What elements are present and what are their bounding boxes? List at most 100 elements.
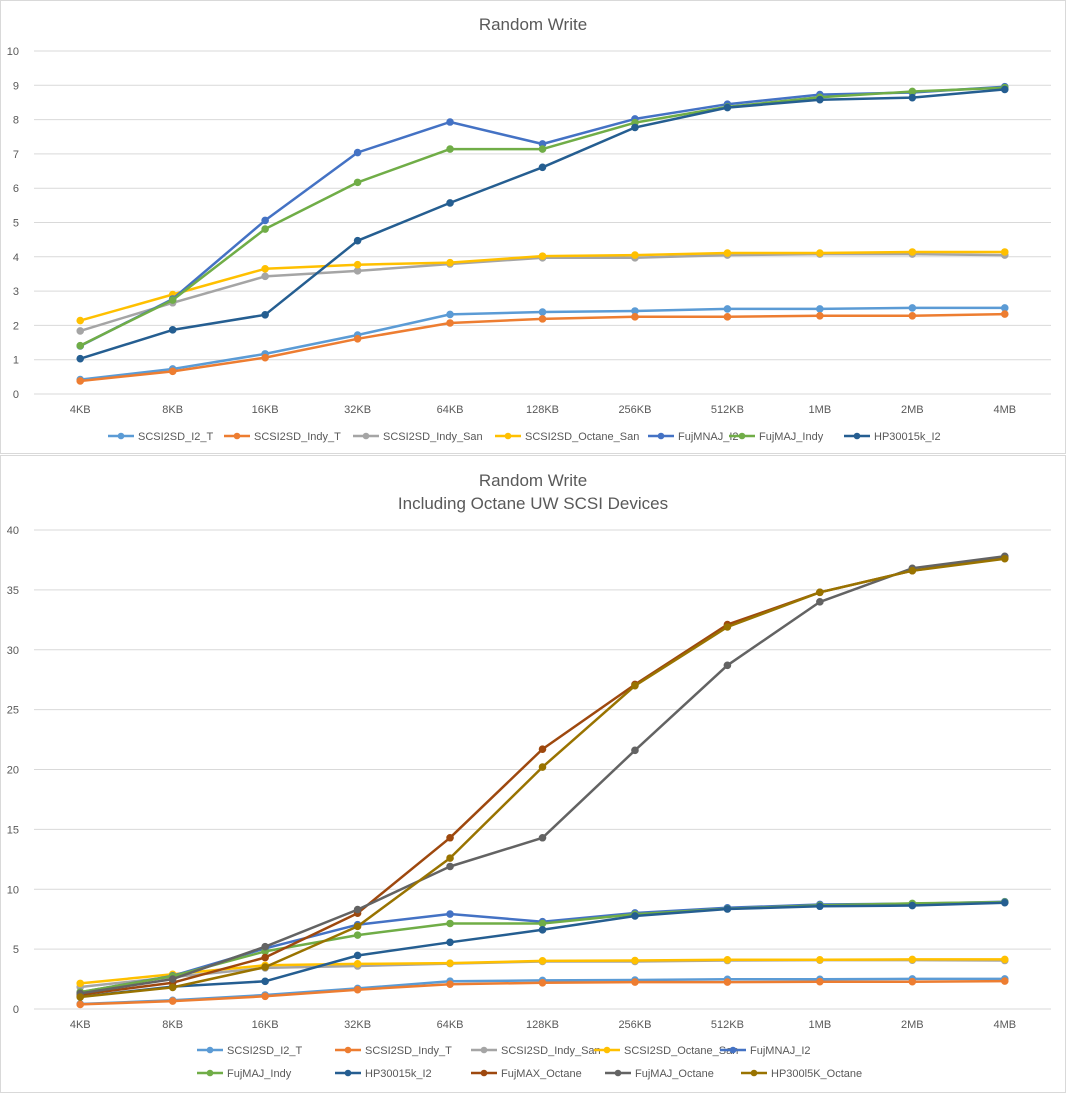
data-point xyxy=(261,953,269,962)
data-point xyxy=(76,979,85,988)
data-point xyxy=(261,942,269,951)
legend-item: FujMAJ_Octane xyxy=(605,1068,714,1080)
y-tick-label: 40 xyxy=(7,525,19,537)
data-point xyxy=(76,1000,85,1009)
legend-swatch-marker xyxy=(657,432,665,440)
data-point xyxy=(168,997,177,1005)
data-point xyxy=(261,216,269,225)
data-point xyxy=(631,746,639,755)
data-point xyxy=(631,681,639,690)
legend-label: HP30015k_I2 xyxy=(365,1068,432,1080)
data-point xyxy=(261,963,269,971)
legend-swatch-marker xyxy=(738,432,746,440)
chart-title: Random Write xyxy=(479,15,587,34)
y-tick-label: 7 xyxy=(13,149,19,161)
y-tick-label: 30 xyxy=(7,645,19,657)
data-point xyxy=(631,251,639,259)
data-point xyxy=(816,902,824,911)
data-point xyxy=(1000,304,1009,312)
data-point xyxy=(538,833,547,842)
legend-item: HP30015k_I2 xyxy=(844,431,941,443)
data-point xyxy=(446,258,454,267)
legend-swatch-marker xyxy=(603,1046,611,1054)
x-tick-label: 2MB xyxy=(901,404,924,416)
data-point xyxy=(908,311,917,320)
y-tick-label: 15 xyxy=(7,824,19,836)
data-point xyxy=(538,308,547,316)
legend-label: SCSI2SD_I2_T xyxy=(138,431,213,443)
data-point xyxy=(816,977,824,986)
x-tick-label: 2MB xyxy=(901,1019,924,1031)
legend-label: SCSI2SD_Indy_San xyxy=(383,431,483,443)
x-tick-label: 128KB xyxy=(526,1019,559,1031)
data-point xyxy=(446,310,454,319)
legend-label: FujMAJ_Indy xyxy=(227,1068,292,1080)
legend-swatch-marker xyxy=(504,432,512,440)
data-point xyxy=(538,919,547,928)
data-point xyxy=(908,977,917,986)
data-point xyxy=(76,354,85,363)
x-tick-label: 512KB xyxy=(711,1019,744,1031)
data-point xyxy=(631,978,639,986)
data-point xyxy=(816,588,824,597)
y-tick-label: 8 xyxy=(13,115,19,127)
data-point xyxy=(723,661,732,670)
legend-item: FujMAJ_Indy xyxy=(197,1068,292,1080)
data-point xyxy=(538,926,547,934)
y-tick-label: 6 xyxy=(13,183,19,195)
data-point xyxy=(1000,898,1009,907)
data-point xyxy=(538,252,547,260)
data-point xyxy=(261,272,269,281)
x-tick-label: 64KB xyxy=(437,1019,464,1031)
data-point xyxy=(261,977,269,986)
x-tick-label: 4KB xyxy=(70,1019,91,1031)
data-point xyxy=(446,833,454,842)
legend-swatch-marker xyxy=(750,1069,758,1077)
data-point xyxy=(353,178,362,187)
y-tick-label: 25 xyxy=(7,705,19,717)
data-point xyxy=(908,901,917,910)
data-point xyxy=(723,249,732,257)
data-point xyxy=(631,912,639,920)
legend-label: FujMAJ_Octane xyxy=(635,1068,714,1080)
data-point xyxy=(446,919,454,928)
data-point xyxy=(168,983,177,992)
chart-subtitle: Including Octane UW SCSI Devices xyxy=(398,494,668,513)
data-point xyxy=(631,313,639,321)
data-point xyxy=(908,248,917,256)
data-point xyxy=(538,315,547,323)
data-point xyxy=(908,955,917,964)
legend-item: SCSI2SD_Indy_T xyxy=(224,431,341,443)
y-tick-label: 4 xyxy=(13,252,19,264)
x-tick-label: 16KB xyxy=(252,1019,279,1031)
x-tick-label: 32KB xyxy=(344,404,371,416)
data-point xyxy=(446,980,454,989)
data-point xyxy=(816,249,824,257)
y-tick-label: 5 xyxy=(13,218,19,230)
data-point xyxy=(76,327,85,335)
data-point xyxy=(353,267,362,275)
data-point xyxy=(723,103,732,112)
data-point xyxy=(446,199,454,207)
data-point xyxy=(723,905,732,913)
data-point xyxy=(261,992,269,1001)
x-tick-label: 8KB xyxy=(162,1019,183,1031)
legend-item: SCSI2SD_I2_T xyxy=(197,1045,302,1057)
legend-item: SCSI2SD_Indy_San xyxy=(471,1045,601,1057)
x-tick-label: 128KB xyxy=(526,404,559,416)
y-tick-label: 10 xyxy=(7,884,19,896)
data-point xyxy=(538,763,547,771)
legend-swatch-marker xyxy=(362,432,370,440)
chart-title: Random Write xyxy=(479,471,587,490)
series-SCSI2SD_Octane_San xyxy=(76,248,1009,325)
data-point xyxy=(1000,85,1009,94)
x-tick-label: 256KB xyxy=(618,1019,651,1031)
data-point xyxy=(353,148,362,157)
series-line xyxy=(80,312,1005,383)
legend-swatch-marker xyxy=(480,1069,488,1077)
data-point xyxy=(816,598,824,606)
data-point xyxy=(816,311,824,320)
data-point xyxy=(816,305,824,313)
chart-panel-random-write-octane: Random Write Including Octane UW SCSI Dev… xyxy=(0,455,1066,1093)
data-point xyxy=(446,862,454,871)
